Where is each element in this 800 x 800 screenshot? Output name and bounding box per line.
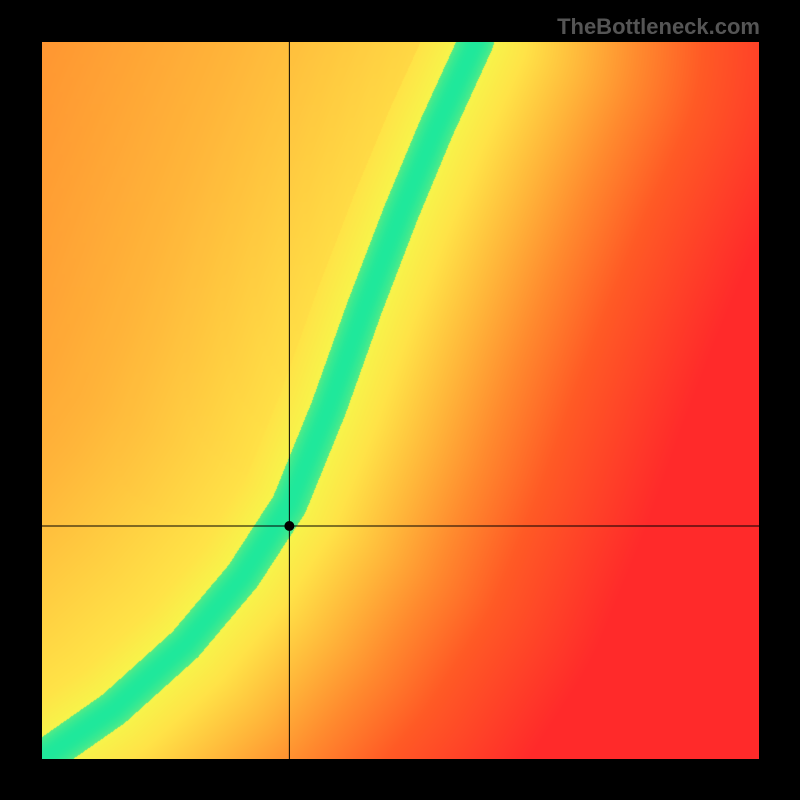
chart-frame: TheBottleneck.com — [0, 0, 800, 800]
bottleneck-heatmap — [42, 42, 759, 759]
watermark-text: TheBottleneck.com — [557, 14, 760, 40]
